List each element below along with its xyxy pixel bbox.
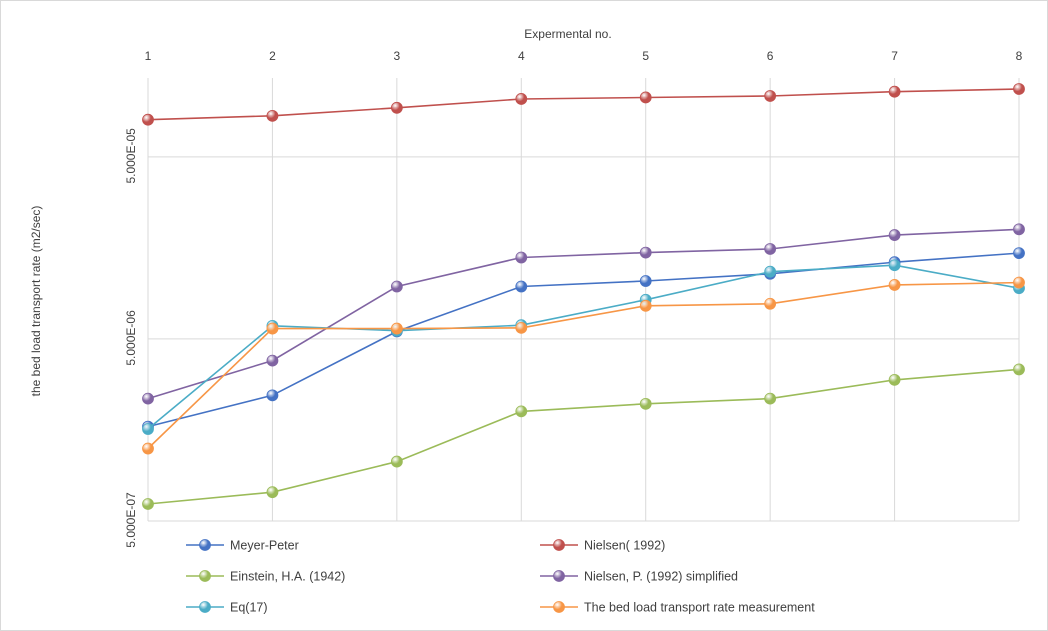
data-point [764, 243, 777, 255]
data-point [764, 392, 777, 405]
x-tick-label: 4 [518, 49, 525, 63]
data-point [639, 397, 652, 410]
legend-label: Meyer-Peter [230, 539, 299, 553]
series-2 [142, 363, 1025, 510]
y-axis-title: the bed load transport rate (m2/sec) [29, 206, 43, 397]
data-point [639, 91, 652, 104]
series-line [147, 368, 1020, 505]
series-line [147, 281, 1020, 450]
data-point [390, 322, 403, 335]
data-point [266, 109, 279, 122]
y-tick-label: 5.000E-05 [124, 128, 138, 184]
data-point [515, 321, 528, 334]
data-point [1013, 363, 1025, 376]
x-tick-label: 8 [1016, 49, 1023, 63]
legend-swatch-marker [553, 570, 565, 582]
data-point [764, 297, 777, 310]
legend-item-5: The bed load transport rate measurement [540, 601, 815, 615]
legend-swatch-marker [553, 601, 565, 613]
legend-label: Eq(17) [230, 601, 268, 615]
data-point [1013, 276, 1025, 289]
data-point [142, 392, 154, 405]
data-point [142, 442, 154, 455]
data-point [1013, 223, 1025, 236]
legend-label: Nielsen, P. (1992) simplified [584, 570, 738, 584]
data-point [266, 486, 279, 499]
data-point [639, 275, 652, 287]
legend-item-3: Nielsen, P. (1992) simplified [540, 570, 738, 584]
legend-label: The bed load transport rate measurement [584, 601, 815, 615]
x-tick-label: 6 [767, 49, 774, 63]
data-point [1013, 247, 1025, 260]
series-line [147, 264, 1020, 430]
data-point [515, 251, 528, 264]
legend: Meyer-Peter Nielsen( 1992) Einstein, H.A. … [186, 539, 815, 615]
series-group [142, 83, 1025, 510]
legend-item-1: Nielsen( 1992) [540, 539, 665, 553]
data-point [390, 101, 403, 114]
data-point [888, 229, 901, 241]
data-point [888, 279, 901, 291]
legend-item-0: Meyer-Peter [186, 539, 299, 553]
data-point [390, 455, 403, 468]
data-point [515, 280, 528, 293]
data-point [515, 93, 528, 105]
series-line [147, 252, 1020, 428]
data-point [142, 113, 154, 126]
data-point [266, 354, 279, 367]
data-point [639, 246, 652, 259]
x-tick-label: 5 [642, 49, 649, 63]
legend-swatch-marker [199, 601, 211, 613]
x-tick-label: 2 [269, 49, 276, 63]
data-point [764, 265, 777, 278]
x-tick-label: 7 [891, 49, 898, 63]
data-point [515, 405, 528, 418]
gridlines [147, 78, 1020, 522]
data-point [888, 259, 901, 272]
legend-label: Nielsen( 1992) [584, 539, 665, 553]
data-point [764, 90, 777, 102]
axes: 5.000E-07 5.000E-06 5.000E-05 1 2 3 4 5 6 7 8 [124, 49, 1023, 548]
series-line [147, 228, 1020, 400]
data-point [266, 389, 279, 402]
data-point [142, 498, 154, 510]
series-3 [142, 223, 1025, 405]
series-5 [142, 276, 1025, 455]
data-point [639, 299, 652, 312]
legend-swatch-marker [553, 539, 565, 551]
series-line [147, 88, 1020, 121]
legend-swatch-marker [199, 539, 211, 551]
data-point [266, 322, 279, 335]
legend-label: Einstein, H.A. (1942) [230, 570, 345, 584]
legend-swatch-marker [199, 570, 211, 582]
series-1 [142, 83, 1025, 126]
data-point [142, 423, 154, 435]
x-tick-label: 1 [145, 49, 152, 63]
x-axis-title: Expermental no. [524, 27, 611, 41]
legend-item-4: Eq(17) [186, 601, 268, 615]
y-tick-label: 5.000E-06 [124, 310, 138, 366]
series-0 [142, 247, 1025, 433]
data-point [390, 280, 403, 293]
data-point [888, 373, 901, 386]
legend-item-2: Einstein, H.A. (1942) [186, 570, 345, 584]
y-tick-label: 5.000E-07 [124, 492, 138, 548]
data-point [1013, 83, 1025, 95]
x-tick-label: 3 [394, 49, 401, 63]
data-point [888, 85, 901, 98]
